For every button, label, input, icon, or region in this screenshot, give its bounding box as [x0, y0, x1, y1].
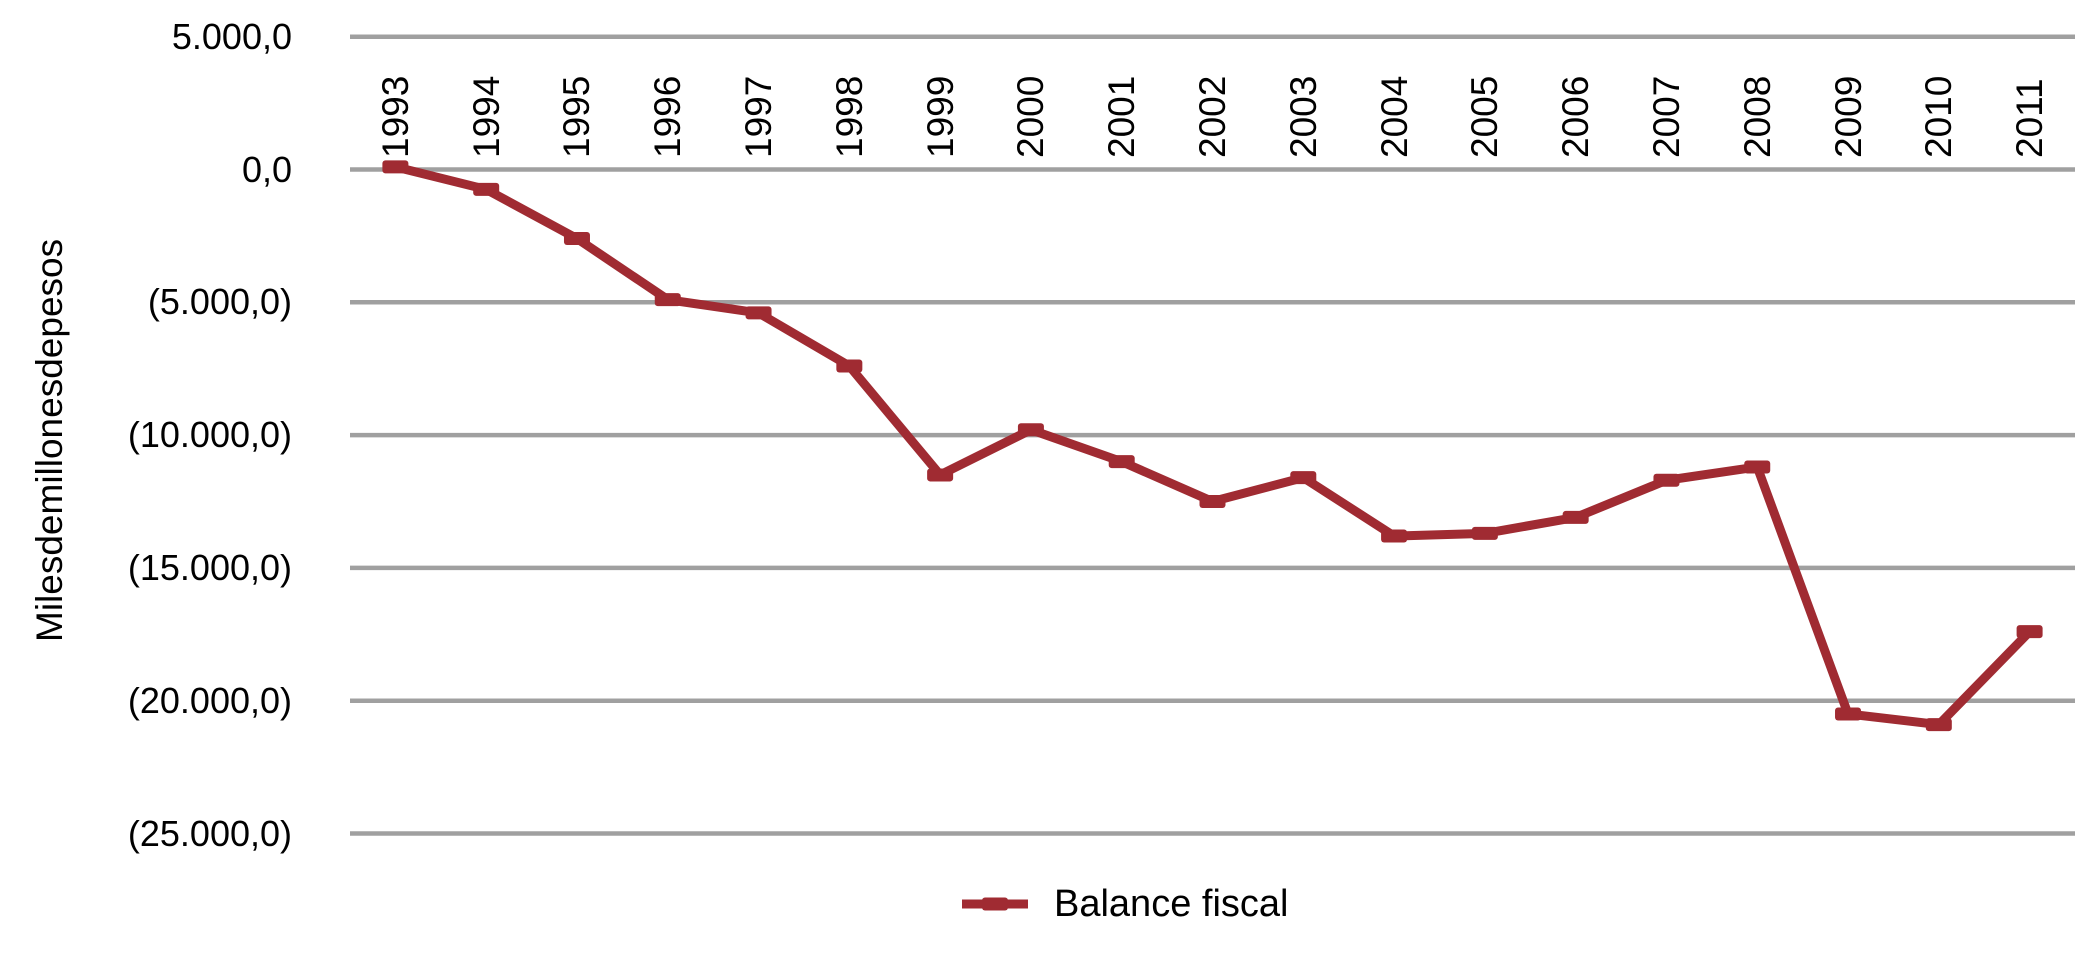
x-tick-label-text: 1993 — [374, 75, 416, 158]
data-point-marker-2001 — [1108, 455, 1135, 469]
data-point-marker-1994 — [473, 182, 500, 196]
x-tick-label-text: 2009 — [1827, 75, 1869, 158]
x-tick-label-text: 2011 — [2009, 78, 2051, 158]
y-tick-label: (25.000,0) — [127, 812, 292, 854]
data-point-marker-2005 — [1471, 526, 1498, 540]
y-tick-label: (15.000,0) — [127, 546, 292, 588]
data-point-marker-1997 — [745, 306, 772, 320]
y-tick-label: (5.000,0) — [147, 281, 292, 323]
x-tick-label-text: 2005 — [1464, 75, 1506, 158]
legend: Balance fiscal — [960, 881, 1288, 927]
x-tick-label-text: 2008 — [1736, 75, 1778, 158]
data-point-marker-2011 — [2016, 625, 2043, 639]
x-tick-label-text: 2003 — [1282, 75, 1324, 158]
x-tick-label-text: 1995 — [556, 75, 598, 158]
x-tick-label-text: 1996 — [647, 75, 689, 158]
x-tick-label-text: 2001 — [1101, 75, 1143, 158]
data-point-marker-1995 — [563, 232, 590, 246]
legend-line-marker-icon — [962, 897, 1028, 911]
data-point-marker-2008 — [1744, 460, 1771, 474]
y-tick-label: (20.000,0) — [127, 679, 292, 721]
y-tick-label: (10.000,0) — [127, 414, 292, 456]
data-point-marker-2002 — [1199, 495, 1226, 508]
x-tick-label-text: 1999 — [919, 75, 961, 158]
x-tick-label-text: 2002 — [1192, 75, 1233, 158]
x-tick-label-text: 1994 — [465, 75, 507, 158]
y-axis-title-text: Milesdemillonesdepesos — [29, 238, 70, 642]
x-tick-label-text: 2006 — [1555, 75, 1597, 158]
data-point-marker-2007 — [1653, 473, 1680, 487]
y-tick-label: 0,0 — [241, 148, 292, 190]
x-tick-label-text: 2000 — [1010, 75, 1052, 158]
series-line-balance-fiscal — [390, 162, 2035, 730]
x-tick-label-text: 1997 — [738, 75, 780, 158]
data-point-marker-1998 — [836, 359, 863, 373]
legend-label: Balance fiscal — [1054, 883, 1289, 925]
data-point-marker-2004 — [1381, 529, 1408, 543]
x-tick-label-text: 2010 — [1918, 75, 1960, 158]
data-point-marker-2009 — [1835, 707, 1862, 721]
x-tick-label-text: 2007 — [1645, 75, 1687, 158]
data-point-marker-2010 — [1925, 718, 1952, 732]
data-point-marker-1993 — [382, 160, 409, 174]
data-point-marker-2003 — [1290, 471, 1317, 485]
data-point-marker-1996 — [654, 293, 681, 307]
x-tick-label-text: 1998 — [828, 75, 870, 158]
data-point-marker-2000 — [1017, 423, 1044, 437]
data-point-marker-1999 — [927, 468, 954, 482]
data-point-marker-2006 — [1562, 510, 1589, 524]
x-tick-label-text: 2004 — [1373, 75, 1415, 158]
y-tick-label: 5.000,0 — [171, 15, 292, 57]
